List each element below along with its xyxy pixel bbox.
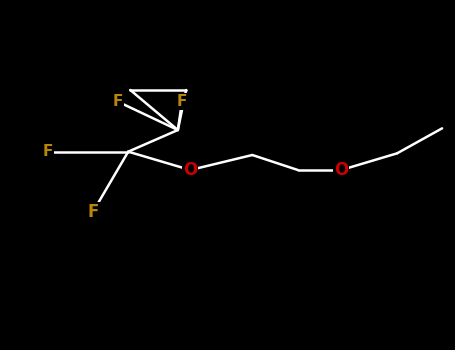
Text: F: F bbox=[87, 203, 99, 220]
Text: F: F bbox=[42, 144, 53, 159]
Text: O: O bbox=[183, 161, 197, 179]
Text: F: F bbox=[177, 94, 187, 109]
Text: O: O bbox=[334, 161, 349, 179]
Text: F: F bbox=[113, 94, 123, 109]
